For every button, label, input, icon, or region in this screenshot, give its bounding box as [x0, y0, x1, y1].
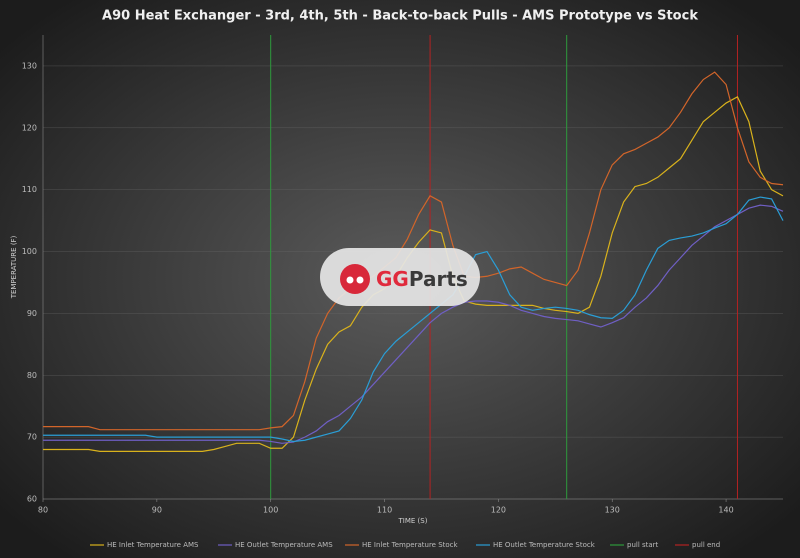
x-tick-label: 100 — [263, 506, 278, 515]
watermark-icon-eye — [356, 276, 364, 284]
legend-label: HE Inlet Temperature Stock — [362, 541, 459, 549]
x-tick-label: 120 — [491, 506, 506, 515]
x-tick-label: 80 — [38, 506, 48, 515]
legend-label: HE Outlet Temperature AMS — [235, 541, 333, 549]
x-tick-label: 90 — [152, 506, 162, 515]
x-tick-label: 130 — [605, 506, 620, 515]
y-tick-label: 130 — [22, 61, 37, 70]
legend-label: pull end — [692, 541, 720, 549]
y-tick-label: 60 — [27, 495, 37, 504]
watermark: GGParts — [320, 248, 480, 306]
series-line — [43, 204, 784, 444]
x-tick-label: 140 — [718, 506, 733, 515]
series-line — [43, 196, 784, 443]
watermark-text: GGParts — [376, 267, 468, 291]
legend-label: pull start — [627, 541, 659, 549]
series-line — [43, 71, 784, 431]
y-tick-label: 90 — [27, 309, 37, 318]
x-tick-label: 110 — [377, 506, 392, 515]
y-tick-label: 70 — [27, 433, 37, 442]
watermark-icon — [340, 264, 370, 294]
y-tick-label: 110 — [22, 185, 37, 194]
watermark-word: Parts — [409, 267, 468, 291]
watermark-accent: GG — [376, 267, 409, 291]
x-axis-label: TIME (S) — [398, 517, 428, 525]
y-axis-label: TEMPERATURE (F) — [10, 235, 18, 299]
legend-label: HE Outlet Temperature Stock — [493, 541, 596, 549]
legend-label: HE Inlet Temperature AMS — [107, 541, 199, 549]
y-tick-label: 120 — [22, 123, 37, 132]
y-tick-label: 100 — [22, 247, 37, 256]
watermark-icon-eye — [346, 276, 354, 284]
chart-title: A90 Heat Exchanger - 3rd, 4th, 5th - Bac… — [102, 9, 698, 24]
y-tick-label: 80 — [27, 371, 37, 380]
